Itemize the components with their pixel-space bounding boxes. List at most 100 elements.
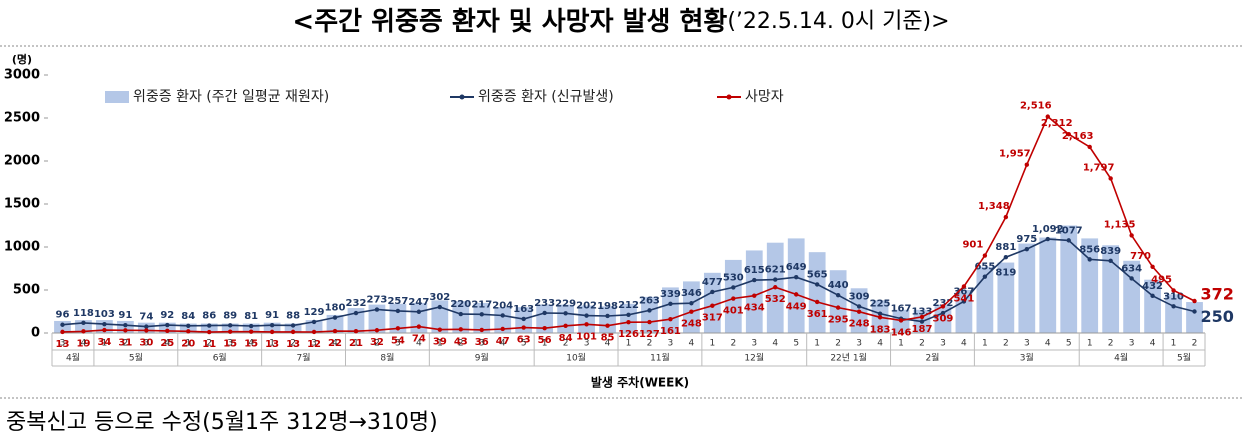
- month-label: 11월: [650, 352, 670, 364]
- line-marker: [81, 329, 86, 334]
- line-marker: [961, 299, 967, 304]
- line-marker: [877, 315, 883, 320]
- bar: [1060, 225, 1078, 333]
- bar: [662, 287, 679, 333]
- line-value-label: 248: [681, 319, 702, 330]
- line-marker: [458, 311, 463, 317]
- line-value-label: 20: [181, 338, 195, 349]
- line-marker: [458, 327, 463, 332]
- line-marker: [710, 289, 715, 295]
- line-value-label: 649: [786, 262, 807, 273]
- line-value-label: 346: [681, 288, 702, 299]
- line-marker: [500, 326, 505, 332]
- line-value-label: 309: [933, 313, 954, 324]
- line-marker: [479, 327, 484, 333]
- line-marker: [1171, 288, 1176, 293]
- x-tick-label: 1: [185, 339, 191, 349]
- line-marker: [1108, 258, 1113, 264]
- line-value-label: 295: [828, 315, 849, 326]
- line-value-label: 440: [828, 280, 849, 291]
- line-marker: [563, 323, 568, 328]
- line-value-label: 263: [639, 295, 660, 306]
- x-tick-label: 2: [1108, 339, 1114, 349]
- line-marker: [374, 328, 380, 333]
- line-value-label: 634: [1121, 263, 1142, 274]
- bar: [452, 301, 470, 333]
- line-value-label: 127: [639, 329, 660, 340]
- line-marker: [626, 319, 631, 325]
- line-value-label: 541: [953, 293, 974, 304]
- line-value-label: 532: [765, 294, 786, 305]
- legend-marker: [726, 94, 732, 100]
- line-marker: [773, 277, 778, 282]
- line-value-label: 15: [244, 339, 258, 350]
- bar: [242, 323, 260, 333]
- line-value-label: 129: [304, 307, 325, 318]
- line-value-label: 361: [807, 309, 828, 320]
- x-tick-label: 2: [458, 339, 464, 349]
- line-value-label: 15: [223, 339, 237, 350]
- bar: [326, 314, 344, 333]
- line-value-label: 92: [160, 310, 174, 321]
- line-marker: [311, 329, 317, 335]
- line-marker: [835, 292, 841, 298]
- month-label: 4월: [66, 352, 80, 364]
- line-value-label: 47: [496, 336, 510, 347]
- line-marker: [689, 309, 694, 314]
- bar-value-label: 819: [995, 268, 1016, 279]
- line-value-label: 565: [807, 269, 828, 280]
- line-value-label: 74: [412, 334, 426, 345]
- line-value-label: 881: [995, 242, 1016, 253]
- x-tick-label: 3: [856, 339, 862, 349]
- legend-label: 사망자: [745, 89, 784, 105]
- x-tick-label: 2: [835, 339, 841, 349]
- month-label: 12월: [744, 352, 764, 364]
- line-marker: [437, 304, 443, 310]
- month-label: 5월: [1177, 352, 1191, 364]
- line-value-label: 202: [576, 301, 597, 312]
- line-value-label: 232: [346, 298, 367, 309]
- line-value-label: 12: [307, 339, 321, 350]
- line-marker: [1192, 298, 1197, 304]
- y-tick-label: 2500: [4, 111, 40, 126]
- line-value-label: 36: [475, 337, 489, 348]
- line-value-label: 248: [849, 319, 870, 330]
- line-marker: [353, 328, 359, 334]
- x-tick-label: 4: [164, 339, 170, 349]
- line-marker: [207, 323, 212, 328]
- x-tick-label: 1: [1171, 339, 1177, 349]
- line-value-label: 13: [56, 339, 70, 350]
- bar: [158, 322, 176, 333]
- line-marker: [919, 314, 925, 320]
- bar: [976, 266, 994, 333]
- line-value-label: 477: [702, 277, 723, 288]
- bar: [620, 303, 637, 333]
- line-marker: [584, 322, 589, 327]
- y-tick-label: 1000: [4, 240, 40, 255]
- line-value-label: 232: [933, 298, 954, 309]
- line-marker: [311, 319, 317, 325]
- line-marker: [1129, 276, 1134, 281]
- line-value-label: 63: [517, 335, 531, 346]
- line-value-label: 118: [73, 308, 94, 319]
- line-marker: [290, 323, 296, 328]
- y-unit: (명): [12, 52, 32, 66]
- line-value-label: 32: [370, 337, 384, 348]
- line-marker: [584, 313, 589, 318]
- line-marker: [1003, 255, 1009, 260]
- x-tick-label: 3: [395, 339, 401, 349]
- line-value-label: 449: [786, 301, 807, 312]
- x-tick-label: 3: [668, 339, 674, 349]
- line-value-label: 250: [1201, 307, 1234, 326]
- x-tick-label: 4: [605, 339, 611, 349]
- line-marker: [1066, 131, 1071, 137]
- line-value-label: 86: [202, 311, 216, 322]
- x-tick-label: 3: [940, 339, 946, 349]
- x-tick-label: 3: [479, 339, 485, 349]
- line-value-label: 91: [265, 310, 279, 321]
- line-value-label: 655: [974, 262, 995, 273]
- line-marker: [353, 310, 359, 316]
- line-value-label: 88: [286, 310, 300, 321]
- bar: [599, 306, 616, 333]
- x-tick-label: 1: [982, 339, 988, 349]
